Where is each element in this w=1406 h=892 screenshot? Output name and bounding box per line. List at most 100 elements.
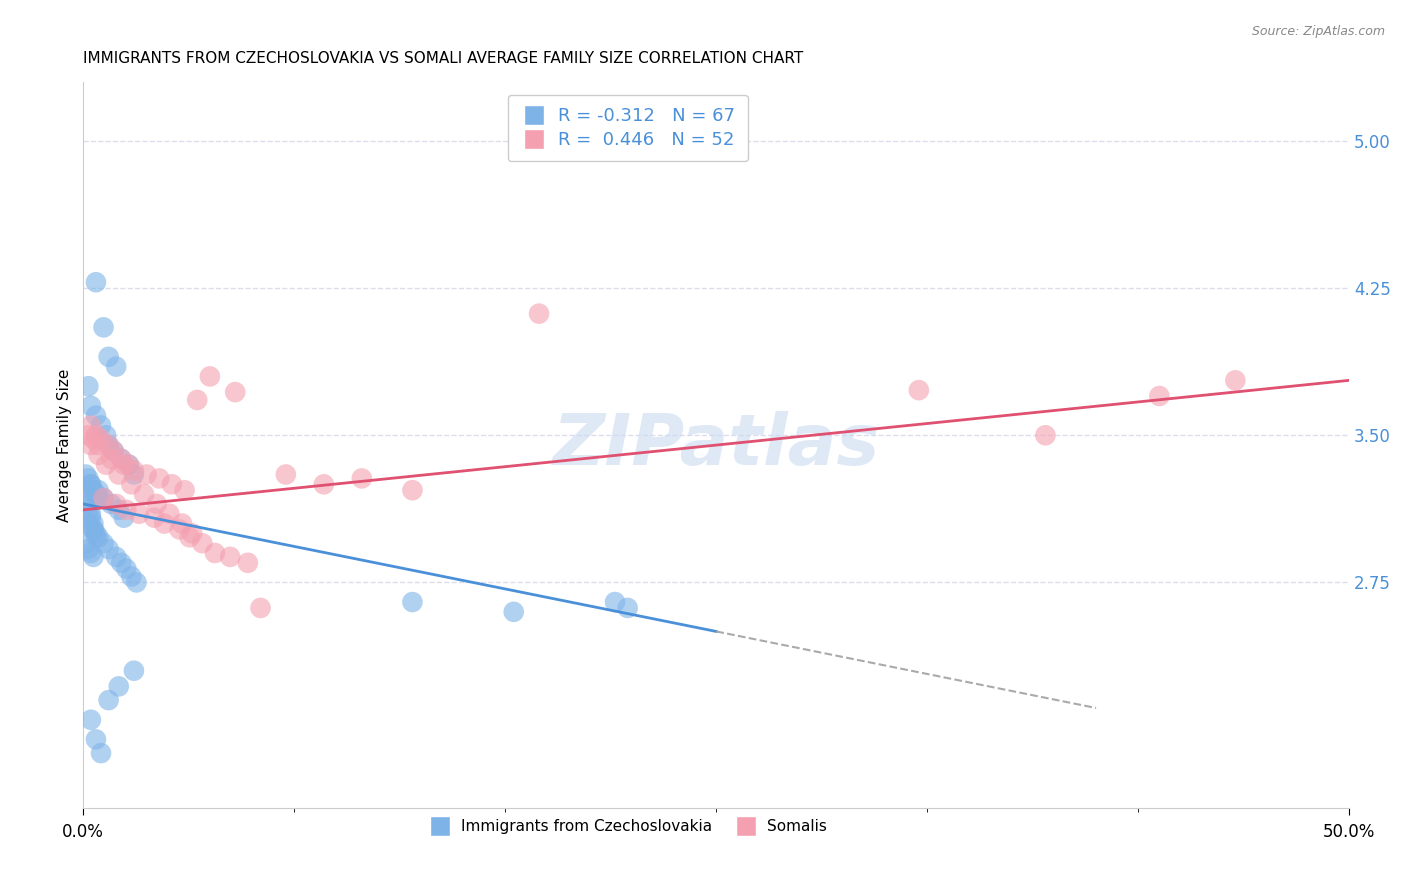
Point <box>82 516 104 531</box>
Point <box>143 510 166 524</box>
Point <box>87 491 110 505</box>
Point <box>118 458 141 472</box>
Point <box>181 526 204 541</box>
Point <box>77 516 100 531</box>
Point <box>77 471 100 485</box>
Point <box>84 732 107 747</box>
Point <box>908 383 931 397</box>
Point <box>153 516 176 531</box>
Point <box>80 713 103 727</box>
Point <box>1149 389 1171 403</box>
Point <box>87 448 110 462</box>
Point <box>107 503 129 517</box>
Point <box>90 432 112 446</box>
Point <box>93 491 115 505</box>
Text: IMMIGRANTS FROM CZECHOSLOVAKIA VS SOMALI AVERAGE FAMILY SIZE CORRELATION CHART: IMMIGRANTS FROM CZECHOSLOVAKIA VS SOMALI… <box>83 51 804 66</box>
Point <box>87 530 110 544</box>
Point <box>103 444 125 458</box>
Point <box>122 467 145 482</box>
Point <box>80 510 103 524</box>
Point <box>249 601 271 615</box>
Point <box>115 562 138 576</box>
Point <box>77 497 100 511</box>
Point <box>93 320 115 334</box>
Point <box>110 556 132 570</box>
Point <box>198 369 221 384</box>
Point <box>401 595 423 609</box>
Point <box>97 438 120 452</box>
Point <box>312 477 335 491</box>
Point <box>77 542 100 557</box>
Point <box>80 418 103 433</box>
Point <box>148 471 170 485</box>
Point <box>132 487 155 501</box>
Point <box>122 664 145 678</box>
Point <box>219 549 242 564</box>
Point <box>170 516 193 531</box>
Point <box>120 569 142 583</box>
Point <box>75 467 97 482</box>
Point <box>120 477 142 491</box>
Point <box>87 483 110 498</box>
Point <box>80 399 103 413</box>
Point <box>105 549 128 564</box>
Point <box>105 497 128 511</box>
Text: ZIPatlas: ZIPatlas <box>553 410 880 480</box>
Point <box>527 307 550 321</box>
Point <box>97 693 120 707</box>
Point <box>157 507 180 521</box>
Point <box>97 542 120 557</box>
Point <box>82 432 104 446</box>
Point <box>160 477 183 491</box>
Point <box>401 483 423 498</box>
Point <box>80 546 103 560</box>
Point <box>77 428 100 442</box>
Point <box>169 523 191 537</box>
Point <box>350 471 373 485</box>
Point <box>82 523 104 537</box>
Point <box>191 536 214 550</box>
Point <box>84 487 107 501</box>
Point <box>75 483 97 498</box>
Point <box>274 467 297 482</box>
Point <box>75 491 97 505</box>
Y-axis label: Average Family Size: Average Family Size <box>58 368 72 522</box>
Point <box>84 409 107 423</box>
Point <box>82 523 104 537</box>
Point <box>82 483 104 498</box>
Point <box>236 556 259 570</box>
Point <box>1225 373 1247 387</box>
Point <box>107 680 129 694</box>
Point <box>87 438 110 452</box>
Point <box>94 428 117 442</box>
Point <box>82 549 104 564</box>
Point <box>93 536 115 550</box>
Point <box>204 546 226 560</box>
Text: Source: ZipAtlas.com: Source: ZipAtlas.com <box>1251 25 1385 38</box>
Point <box>97 350 120 364</box>
Point <box>603 595 626 609</box>
Point <box>145 497 167 511</box>
Point <box>75 536 97 550</box>
Point <box>100 451 122 466</box>
Point <box>93 491 115 505</box>
Point <box>112 510 135 524</box>
Point <box>90 746 112 760</box>
Point <box>97 438 120 452</box>
Point <box>186 392 208 407</box>
Point <box>224 385 246 400</box>
Point <box>80 438 103 452</box>
Point <box>112 458 135 472</box>
Point <box>125 575 148 590</box>
Point <box>77 503 100 517</box>
Point <box>110 451 132 466</box>
Point <box>179 530 201 544</box>
Legend: Immigrants from Czechoslovakia, Somalis: Immigrants from Czechoslovakia, Somalis <box>423 814 832 840</box>
Point <box>1035 428 1057 442</box>
Point <box>103 444 125 458</box>
Point <box>80 507 103 521</box>
Point <box>80 477 103 491</box>
Point <box>84 526 107 541</box>
Point <box>77 379 100 393</box>
Point <box>115 503 138 517</box>
